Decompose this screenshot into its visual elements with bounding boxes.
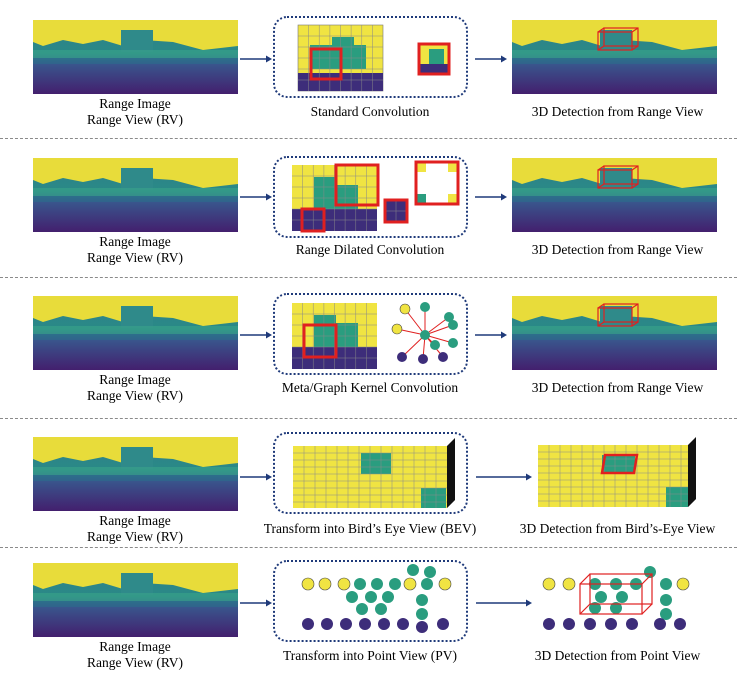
caption-line: Range Image bbox=[99, 513, 171, 528]
caption-line: Range Image bbox=[99, 234, 171, 249]
range-image-graphic bbox=[33, 437, 238, 511]
row-separator bbox=[0, 547, 737, 548]
operation-box bbox=[273, 16, 468, 98]
detection-image-graphic bbox=[512, 158, 717, 232]
range-image bbox=[33, 563, 238, 637]
range-image bbox=[33, 296, 238, 370]
left-caption: Range Image Range View (RV) bbox=[35, 372, 235, 404]
range-image bbox=[33, 158, 238, 232]
caption-line: Range View (RV) bbox=[86, 655, 184, 670]
right-caption: 3D Detection from Range View bbox=[531, 104, 704, 119]
operation-box bbox=[273, 432, 468, 514]
arrow-icon bbox=[476, 473, 532, 481]
bev-detection-graphic bbox=[538, 437, 696, 507]
detection-image-graphic bbox=[512, 20, 717, 94]
graph-kernel-graphic bbox=[292, 302, 458, 369]
middle-caption: Meta/Graph Kernel Convolution bbox=[281, 380, 459, 395]
caption-line: Range Image bbox=[99, 96, 171, 111]
dilated-conv-graphic bbox=[292, 160, 460, 233]
caption-line: Range Image bbox=[99, 372, 171, 387]
right-caption: 3D Detection from Range View bbox=[531, 242, 704, 257]
operation-box bbox=[273, 156, 468, 238]
caption-line: Range View (RV) bbox=[86, 529, 184, 544]
middle-caption: Transform into Point View (PV) bbox=[283, 648, 457, 663]
bev-grid-graphic bbox=[293, 438, 455, 508]
middle-caption: Transform into Bird’s Eye View (BEV) bbox=[263, 521, 477, 536]
point-view-graphic bbox=[301, 564, 452, 633]
left-caption: Range Image Range View (RV) bbox=[35, 96, 235, 128]
caption-line: Range View (RV) bbox=[86, 112, 184, 127]
range-image-graphic bbox=[33, 563, 238, 637]
middle-caption: Standard Convolution bbox=[310, 104, 430, 119]
caption-line: Range Image bbox=[99, 639, 171, 654]
right-caption: 3D Detection from Range View bbox=[531, 380, 704, 395]
caption-line: Range View (RV) bbox=[86, 250, 184, 265]
arrow-icon bbox=[476, 599, 532, 607]
left-caption: Range Image Range View (RV) bbox=[35, 513, 235, 545]
middle-caption: Range Dilated Convolution bbox=[295, 242, 445, 257]
range-image bbox=[33, 20, 238, 94]
standard-conv-graphic bbox=[297, 24, 451, 92]
range-image-graphic bbox=[33, 158, 238, 232]
row-separator bbox=[0, 418, 737, 419]
arrow-icon bbox=[240, 331, 272, 339]
operation-box bbox=[273, 293, 468, 375]
detection-image-graphic bbox=[512, 296, 717, 370]
arrow-icon bbox=[240, 473, 272, 481]
arrow-icon bbox=[475, 55, 507, 63]
caption-line: Range View (RV) bbox=[86, 388, 184, 403]
arrow-icon bbox=[240, 55, 272, 63]
detection-range-view bbox=[512, 158, 717, 232]
arrow-icon bbox=[475, 331, 507, 339]
left-caption: Range Image Range View (RV) bbox=[35, 639, 235, 671]
range-image-graphic bbox=[33, 296, 238, 370]
operation-box bbox=[273, 560, 468, 642]
range-image-graphic bbox=[33, 20, 238, 94]
row-separator bbox=[0, 277, 737, 278]
detection-range-view bbox=[512, 296, 717, 370]
point-detection-graphic bbox=[542, 566, 690, 630]
range-image bbox=[33, 437, 238, 511]
right-caption: 3D Detection from Point View bbox=[534, 648, 701, 663]
arrow-icon bbox=[475, 193, 507, 201]
arrow-icon bbox=[240, 599, 272, 607]
left-caption: Range Image Range View (RV) bbox=[35, 234, 235, 266]
arrow-icon bbox=[240, 193, 272, 201]
row-separator bbox=[0, 138, 737, 139]
detection-range-view bbox=[512, 20, 717, 94]
right-caption: 3D Detection from Bird’s-Eye View bbox=[519, 521, 716, 536]
